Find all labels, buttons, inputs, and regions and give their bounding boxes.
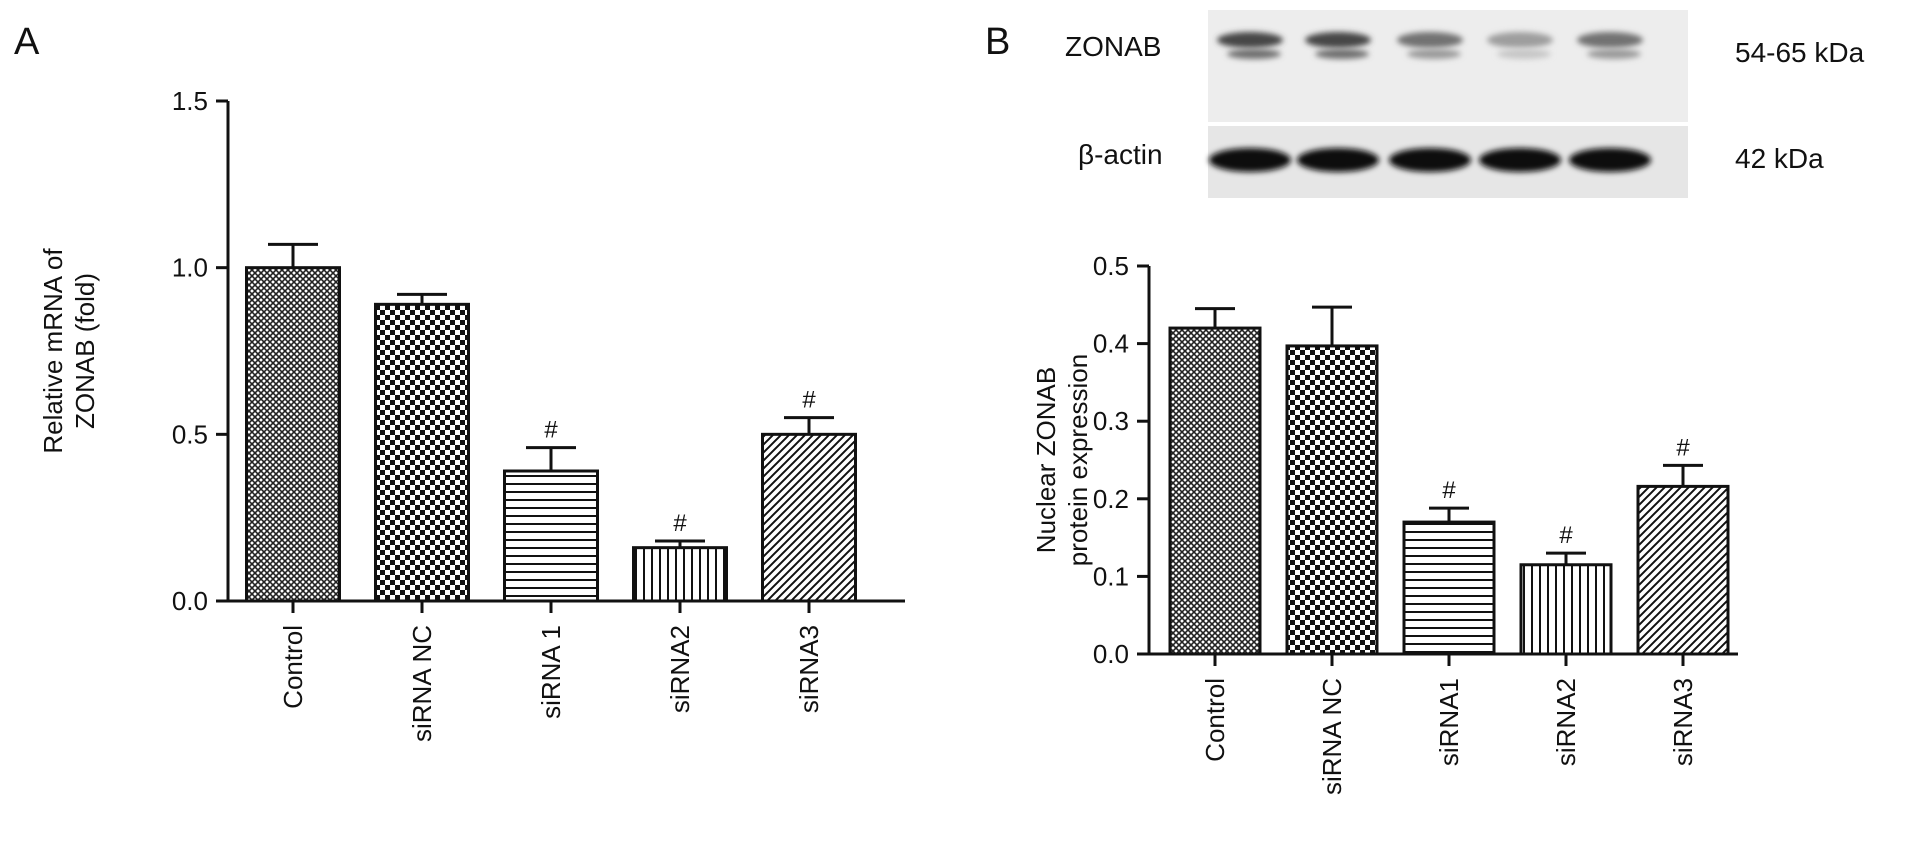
zonab-band-lane-2 xyxy=(1305,32,1371,48)
significance-mark-3: # xyxy=(1442,477,1456,504)
y-tick-label: 1.0 xyxy=(172,253,208,283)
actin-band-lane-3 xyxy=(1389,148,1471,172)
y-tick-label: 0.5 xyxy=(172,419,208,449)
bar-3 xyxy=(503,469,599,603)
bar-4 xyxy=(1519,563,1613,656)
significance-mark-5: # xyxy=(1676,434,1690,461)
actin-bands xyxy=(1209,148,1651,172)
x-category-label: siRNA2 xyxy=(1551,678,1581,766)
bar-1 xyxy=(1168,326,1262,656)
actin-band-lane-1 xyxy=(1209,148,1291,172)
x-category-label: siRNA NC xyxy=(407,625,437,742)
panel-letter-a: A xyxy=(14,21,40,63)
actin-band-lane-2 xyxy=(1297,148,1379,172)
zonab-band-lane-5 xyxy=(1577,32,1643,48)
zonab-band-lane-1 xyxy=(1217,32,1283,48)
actin-band-lane-4 xyxy=(1479,148,1561,172)
zonab-lower-band-lane-5 xyxy=(1587,49,1641,59)
y-axis-label: Relative mRNA ofZONAB (fold) xyxy=(38,248,100,454)
y-tick-label: 1.5 xyxy=(172,86,208,116)
x-category-label: Control xyxy=(1200,678,1230,762)
significance-mark-4: # xyxy=(673,510,687,537)
zonab-lower-band-lane-2 xyxy=(1315,49,1369,59)
significance-mark-3: # xyxy=(544,417,558,444)
significance-mark-4: # xyxy=(1559,522,1573,549)
bar-3 xyxy=(1402,520,1496,656)
y-tick-label: 0.5 xyxy=(1093,251,1129,281)
western-blot: ZONAB 54-65 kDa β-actin 42 kDa xyxy=(1065,10,1865,198)
x-category-label: Control xyxy=(278,625,308,709)
zonab-bands xyxy=(1217,32,1643,59)
x-category-label: siRNA3 xyxy=(1668,678,1698,766)
blot-protein-label-zonab: ZONAB xyxy=(1065,31,1161,62)
blot-size-label-zonab: 54-65 kDa xyxy=(1735,37,1865,68)
y-axis-label-line: Nuclear ZONAB xyxy=(1031,367,1061,553)
bar-2 xyxy=(1285,344,1379,656)
x-category-label: siRNA2 xyxy=(665,625,695,713)
y-tick-label: 0.3 xyxy=(1093,406,1129,436)
panel-letter-b: B xyxy=(985,21,1010,63)
bar-2 xyxy=(374,302,470,603)
zonab-lower-band-lane-3 xyxy=(1407,49,1461,59)
y-axis-label-line: Relative mRNA of xyxy=(38,248,68,454)
bar-5 xyxy=(1636,484,1730,656)
y-tick-label: 0.0 xyxy=(172,586,208,616)
bar-4 xyxy=(632,546,728,603)
blot-strip-zonab xyxy=(1208,10,1688,122)
bar-5 xyxy=(761,432,857,603)
y-axis-label-line: protein expression xyxy=(1063,354,1093,566)
zonab-band-lane-3 xyxy=(1397,32,1463,48)
y-tick-label: 0.4 xyxy=(1093,329,1129,359)
blot-protein-label-actin: β-actin xyxy=(1078,139,1163,170)
y-axis-label: Nuclear ZONABprotein expression xyxy=(1031,354,1093,566)
x-category-label: siRNA1 xyxy=(1434,678,1464,766)
chart-a-mrna: 0.0 0.5 1.0 1.5 Relative mRNA ofZONAB (fold)… xyxy=(38,86,905,742)
actin-band-lane-5 xyxy=(1569,148,1651,172)
zonab-band-lane-4 xyxy=(1487,32,1553,48)
zonab-lower-band-lane-1 xyxy=(1227,49,1281,59)
x-category-label: siRNA 1 xyxy=(536,625,566,719)
bar-1 xyxy=(245,266,341,603)
x-category-label: siRNA NC xyxy=(1317,678,1347,795)
y-tick-label: 0.2 xyxy=(1093,484,1129,514)
y-axis-label-line: ZONAB (fold) xyxy=(70,273,100,429)
y-tick-label: 0.1 xyxy=(1093,561,1129,591)
blot-size-label-actin: 42 kDa xyxy=(1735,143,1824,174)
significance-mark-5: # xyxy=(802,387,816,414)
zonab-lower-band-lane-4 xyxy=(1497,49,1551,59)
y-tick-label: 0.0 xyxy=(1093,639,1129,669)
x-category-label: siRNA3 xyxy=(794,625,824,713)
chart-b-protein: 0.0 0.1 0.2 0.3 0.4 0.5 Nuclear ZONABprotein e… xyxy=(1031,251,1738,795)
